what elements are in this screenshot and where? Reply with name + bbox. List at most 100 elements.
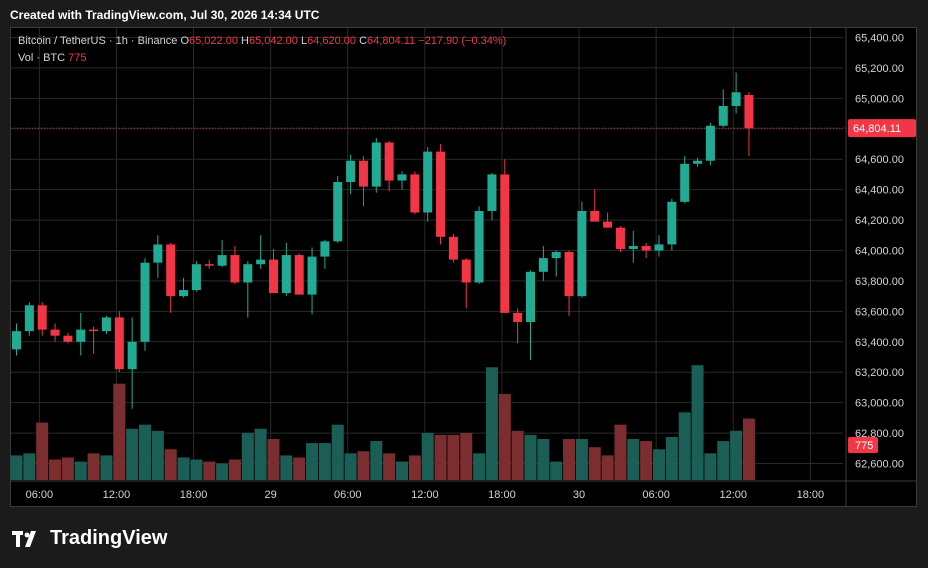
volume-bar bbox=[139, 424, 151, 480]
candles[interactable] bbox=[12, 72, 754, 409]
volume-bar bbox=[678, 412, 691, 480]
candle-body bbox=[718, 105, 728, 126]
volume-bar bbox=[113, 383, 126, 480]
volume-bar bbox=[498, 393, 511, 480]
candle-body bbox=[166, 244, 176, 297]
volume-label[interactable]: Vol · BTC bbox=[18, 52, 66, 64]
candle-body bbox=[320, 241, 330, 257]
price-tick-label: 64,400.00 bbox=[855, 185, 904, 197]
candle-body bbox=[346, 160, 356, 183]
candle-body bbox=[731, 92, 741, 106]
volume-value: 775 bbox=[68, 52, 87, 64]
candle-body bbox=[204, 264, 214, 266]
price-tick-label: 64,000.00 bbox=[855, 246, 904, 258]
candle-body bbox=[526, 271, 535, 323]
candle-body bbox=[63, 335, 73, 342]
candle-body bbox=[436, 151, 446, 237]
price-tick-label: 63,800.00 bbox=[855, 276, 904, 288]
volume-bar bbox=[344, 453, 357, 480]
volume-bar bbox=[228, 459, 241, 480]
volume-bar bbox=[717, 441, 730, 480]
candle-body bbox=[50, 329, 60, 336]
candle-body bbox=[615, 227, 625, 249]
time-axis[interactable]: 06:00 12:00 18:00 29 06:00 12:00 18:00 30 06:00 1… bbox=[26, 489, 825, 501]
candle-body bbox=[487, 174, 497, 211]
candle-body bbox=[641, 245, 651, 251]
volume-bar bbox=[254, 428, 267, 480]
open-value: 65,022.00 bbox=[189, 35, 238, 47]
volume-bar bbox=[408, 455, 421, 480]
time-tick-label: 18:00 bbox=[180, 489, 208, 501]
candle-body bbox=[76, 329, 86, 342]
volume-bar bbox=[318, 443, 331, 480]
candle-body bbox=[153, 244, 163, 263]
volume-bar bbox=[74, 461, 87, 480]
candle-body bbox=[551, 252, 561, 259]
price-tick-label: 62,600.00 bbox=[855, 459, 904, 471]
candle-body bbox=[410, 174, 420, 213]
volume-bar bbox=[396, 461, 408, 480]
candle-body bbox=[114, 317, 124, 370]
volume-bar bbox=[473, 453, 486, 480]
price-tick-label: 64,200.00 bbox=[855, 215, 904, 227]
candle-body bbox=[590, 210, 600, 222]
volume-bar bbox=[460, 432, 473, 480]
price-axis[interactable]: 62,600.0062,800.0063,000.0063,200.0063,4… bbox=[855, 33, 904, 471]
candle-body bbox=[423, 151, 433, 213]
time-tick-label: 06:00 bbox=[642, 489, 670, 501]
volume-bar bbox=[203, 461, 216, 480]
volume-bar bbox=[177, 457, 190, 480]
symbol-title[interactable]: Bitcoin / TetherUS · 1h · Binance bbox=[18, 35, 178, 47]
volume-bar bbox=[10, 455, 23, 480]
candle-body bbox=[269, 259, 278, 294]
brand-name: TradingView bbox=[50, 527, 168, 549]
volume-bar bbox=[511, 430, 524, 480]
price-tick-label: 65,400.00 bbox=[855, 33, 904, 45]
candle-body bbox=[564, 252, 574, 297]
tradingview-brand[interactable]: TradingView bbox=[12, 527, 167, 550]
time-tick-label: 18:00 bbox=[488, 489, 516, 501]
time-tick-label: 18:00 bbox=[797, 489, 825, 501]
axis-markers: 64,804.11 775 bbox=[848, 119, 916, 453]
candle-body bbox=[474, 210, 484, 283]
price-tick-label: 65,200.00 bbox=[855, 63, 904, 75]
time-tick-label: 12:00 bbox=[411, 489, 439, 501]
candle-body bbox=[448, 236, 458, 260]
volume-bar bbox=[691, 365, 704, 480]
time-tick-label: 06:00 bbox=[26, 489, 54, 501]
candle-body bbox=[256, 259, 266, 265]
volume-bar bbox=[730, 430, 743, 480]
candle-body bbox=[384, 142, 394, 181]
volume-bar bbox=[575, 439, 588, 480]
volume-bar bbox=[485, 367, 498, 480]
volume-bar bbox=[293, 457, 306, 480]
volume-bar bbox=[742, 418, 755, 480]
volume-bar bbox=[370, 441, 383, 480]
price-tick-label: 63,000.00 bbox=[855, 398, 904, 410]
candle-body bbox=[89, 329, 99, 332]
price-tick-label: 65,000.00 bbox=[855, 93, 904, 105]
low-value: 64,620.00 bbox=[307, 35, 357, 47]
candle-body bbox=[577, 210, 587, 297]
candle-body bbox=[101, 317, 111, 332]
candle-body bbox=[281, 255, 291, 294]
volume-bar bbox=[640, 441, 653, 480]
candle-body bbox=[461, 259, 471, 283]
low-label: L bbox=[300, 35, 308, 47]
volume-bar bbox=[563, 439, 576, 480]
volume-bar bbox=[164, 449, 177, 480]
volume-bar bbox=[357, 451, 370, 480]
candle-body bbox=[191, 264, 201, 291]
time-tick-label: 29 bbox=[265, 489, 277, 501]
candle-body bbox=[680, 163, 690, 202]
price-tick-label: 63,600.00 bbox=[855, 306, 904, 318]
last-volume-marker bbox=[848, 437, 878, 453]
time-tick-label: 12:00 bbox=[103, 489, 131, 501]
volume-bar bbox=[151, 430, 164, 480]
candle-body bbox=[127, 341, 137, 370]
time-tick-label: 12:00 bbox=[719, 489, 747, 501]
volume-bar bbox=[216, 463, 229, 480]
volume-bar bbox=[100, 455, 113, 480]
candle-body bbox=[140, 262, 150, 342]
